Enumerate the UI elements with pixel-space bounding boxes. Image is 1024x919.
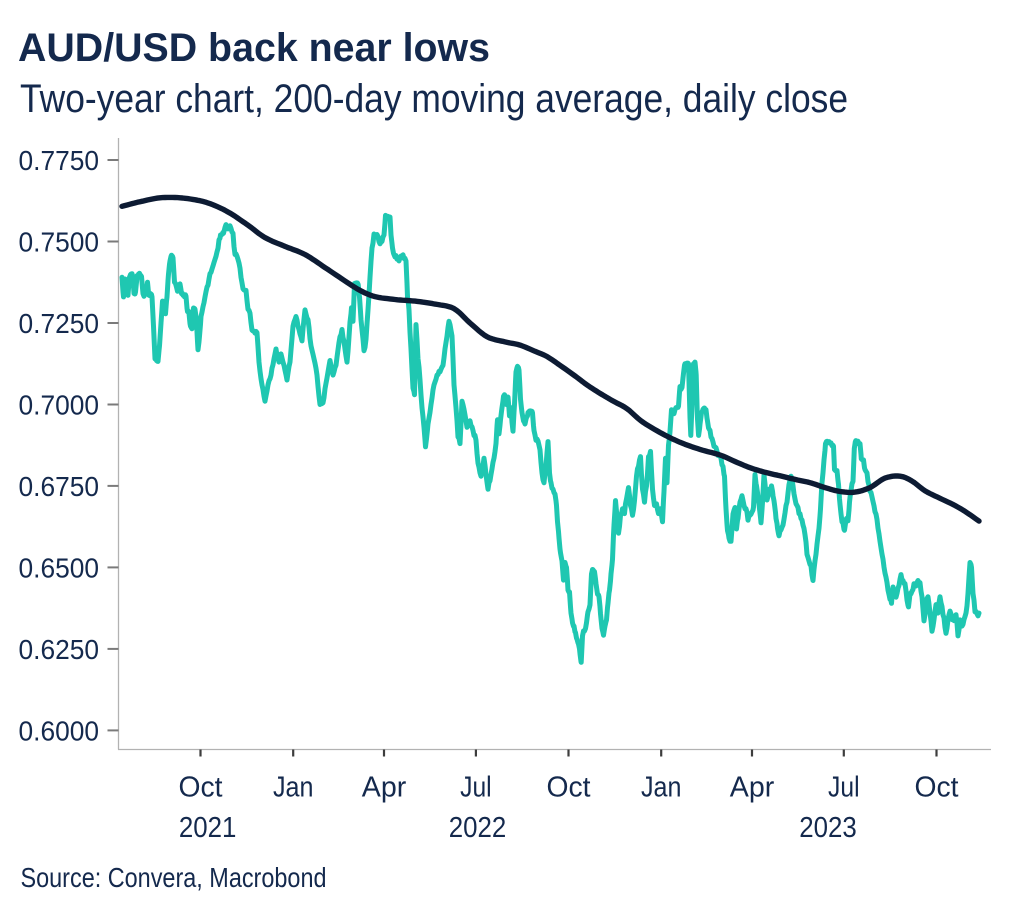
svg-text:Two-year chart, 200-day moving: Two-year chart, 200-day moving average, … [20,77,848,121]
svg-text:Apr: Apr [730,772,775,804]
svg-text:Jul: Jul [828,772,860,804]
svg-text:0.6000: 0.6000 [19,715,100,746]
svg-text:0.6750: 0.6750 [19,471,100,502]
svg-text:Jan: Jan [641,772,682,804]
svg-text:0.6250: 0.6250 [19,634,100,665]
svg-text:0.7000: 0.7000 [19,390,100,421]
svg-text:Jan: Jan [273,772,314,804]
svg-text:Jul: Jul [460,772,492,804]
svg-text:0.6500: 0.6500 [19,552,100,583]
svg-text:Oct: Oct [547,772,591,804]
svg-text:2023: 2023 [799,812,857,844]
svg-text:2021: 2021 [179,812,237,844]
svg-text:Apr: Apr [362,772,407,804]
svg-text:Oct: Oct [915,772,959,804]
svg-text:2022: 2022 [449,812,507,844]
svg-text:AUD/USD back near lows: AUD/USD back near lows [18,26,490,70]
svg-text:Source: Convera, Macrobond: Source: Convera, Macrobond [21,862,327,893]
svg-text:0.7500: 0.7500 [19,227,100,258]
svg-text:0.7250: 0.7250 [19,308,100,339]
svg-text:0.7750: 0.7750 [19,145,100,176]
svg-text:Oct: Oct [179,772,223,804]
